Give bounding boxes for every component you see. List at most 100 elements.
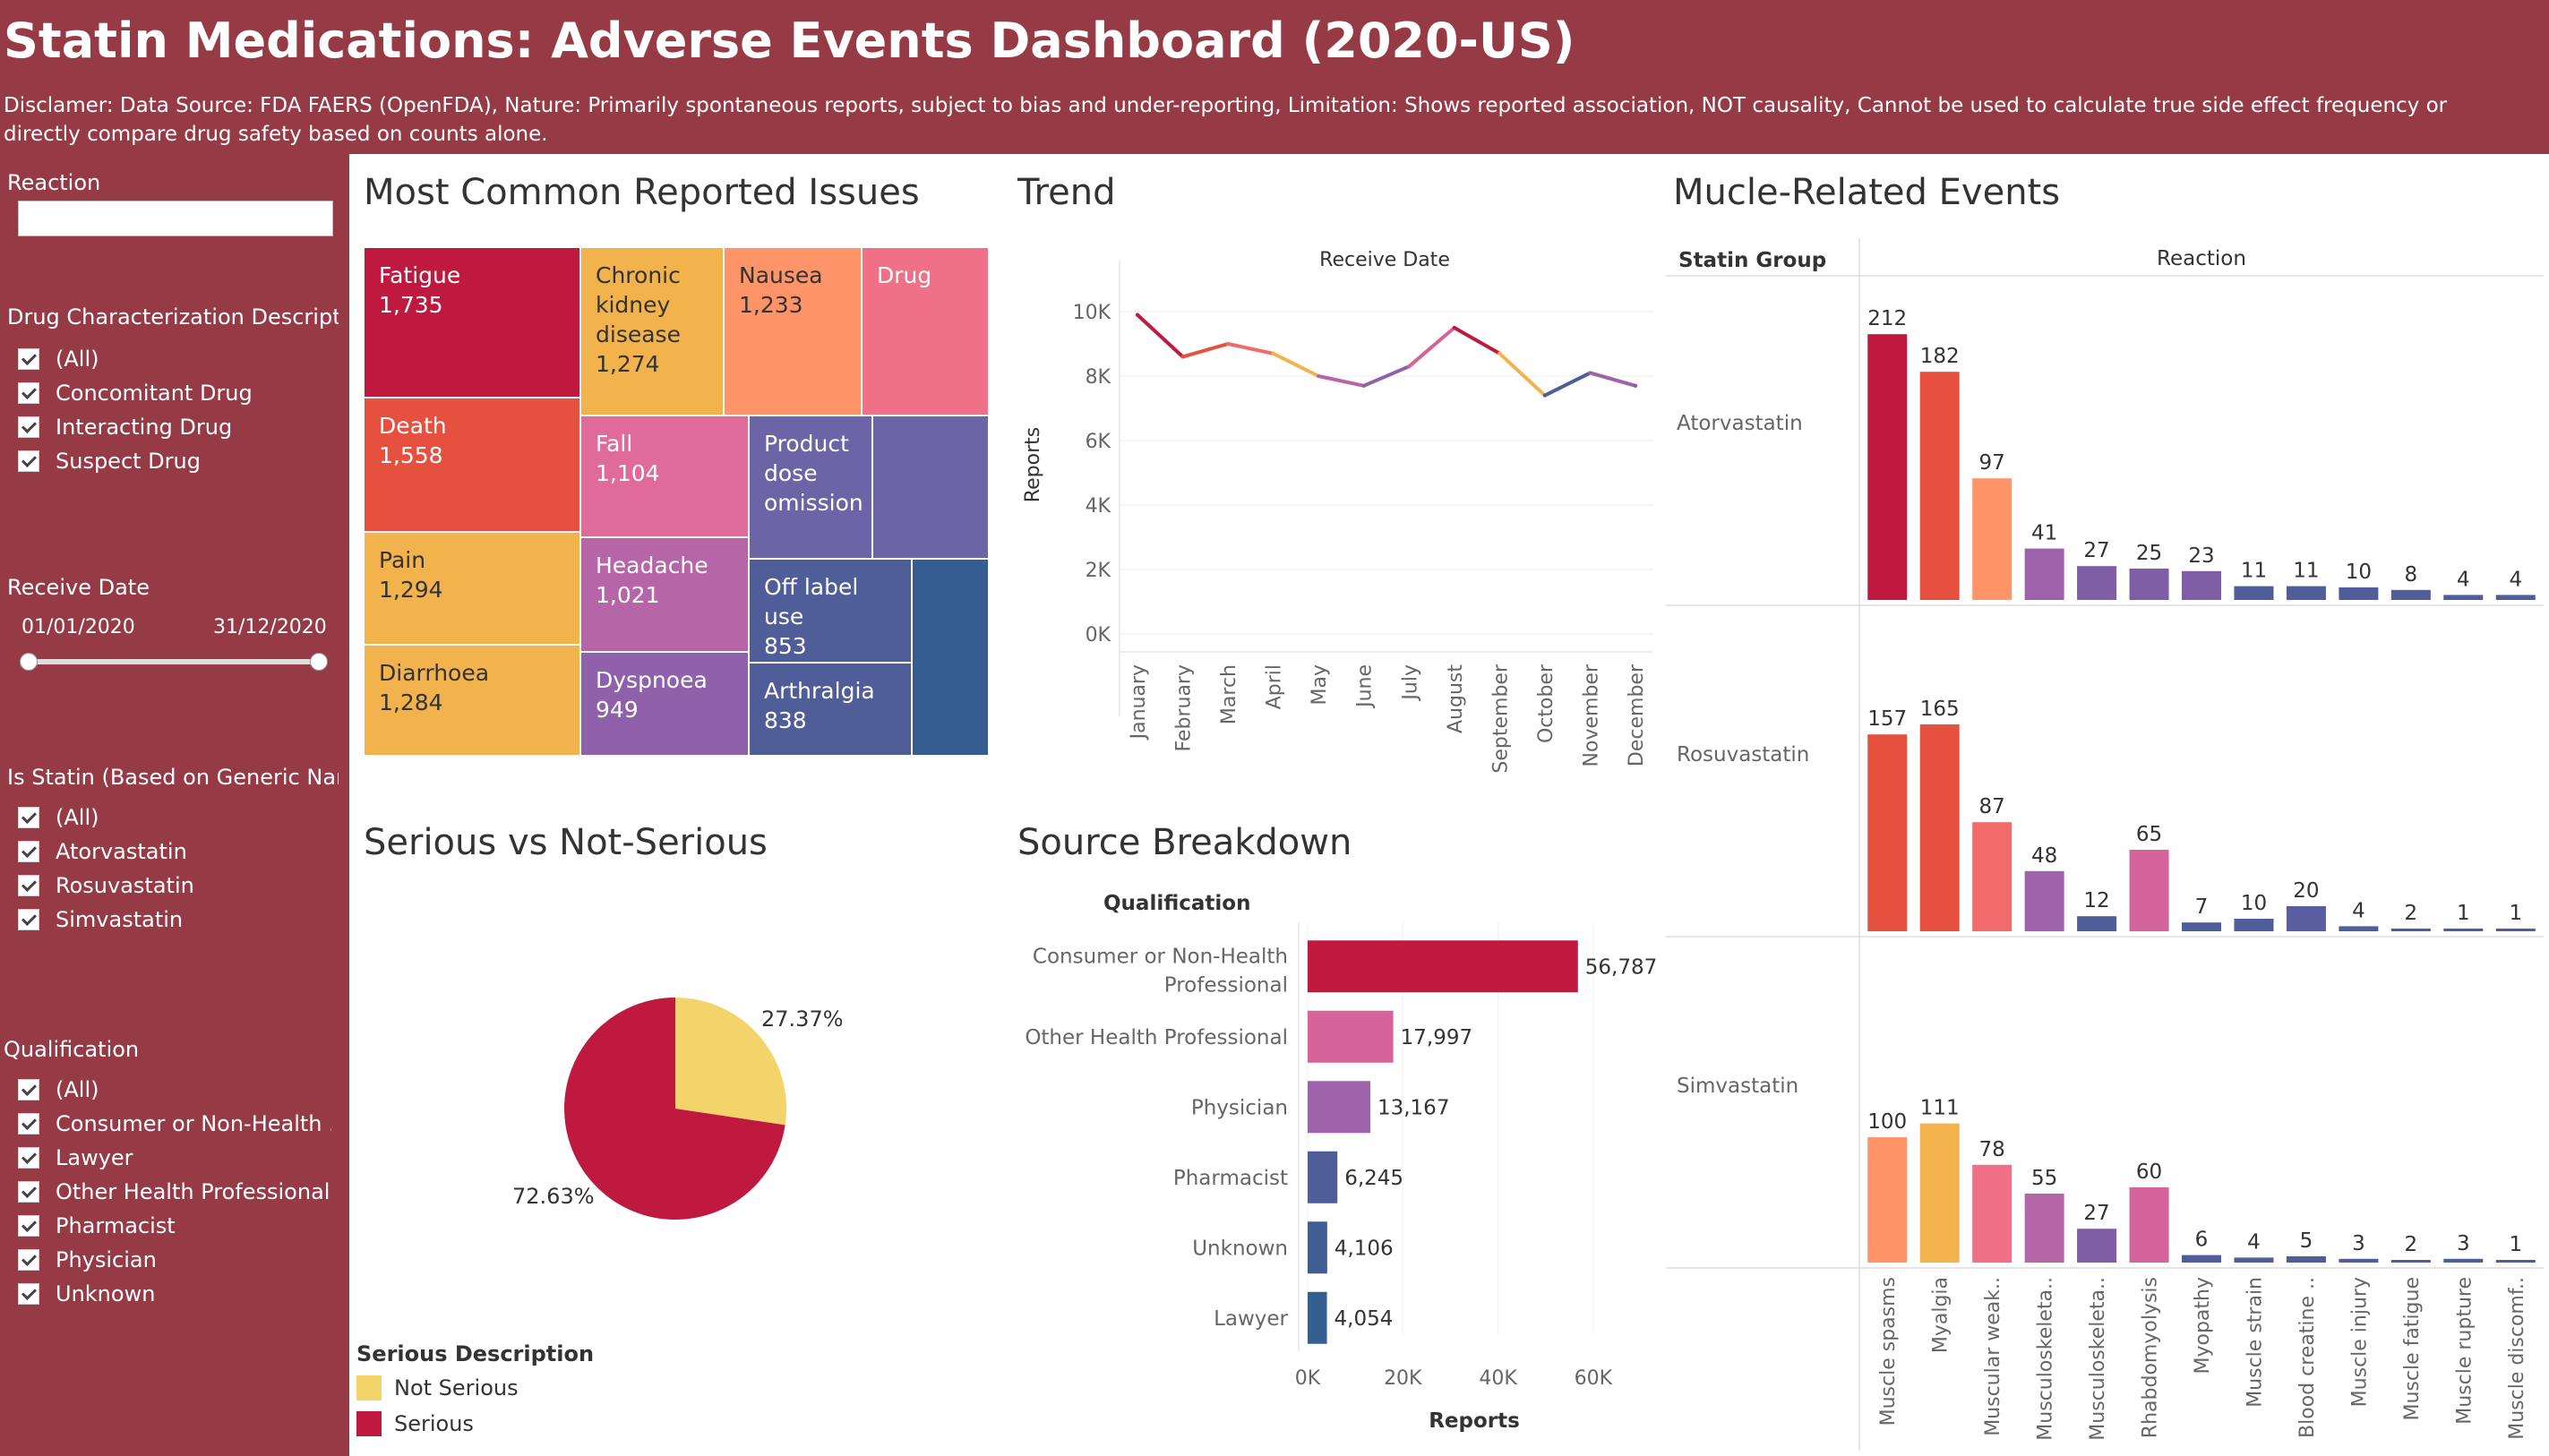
drug-char-item-all[interactable]: (All) (18, 344, 331, 374)
treemap-cell-headache[interactable]: Headache 1,021 (580, 537, 749, 652)
treemap-cell-arthralgia[interactable]: Arthralgia 838 (749, 663, 912, 756)
muscle-bar-rosuvastatin-muscle-spasms[interactable] (1867, 734, 1907, 931)
trend-point-september[interactable] (1498, 352, 1501, 355)
statin-item-simvastatin[interactable]: Simvastatin (18, 904, 331, 935)
trend-point-december[interactable] (1634, 384, 1637, 388)
muscle-bar-rosuvastatin-muscle-injury[interactable] (2339, 926, 2378, 931)
statin-checkbox[interactable] (18, 909, 39, 930)
source-bar-other-health-professional[interactable] (1308, 1011, 1394, 1063)
muscle-bar-simvastatin-muscle-injury[interactable] (2339, 1259, 2378, 1263)
muscle-bar-atorvastatin-musculoskeleta[interactable] (2077, 566, 2116, 600)
legend-item-not-serious[interactable]: Not Serious (356, 1370, 594, 1406)
trend-point-july[interactable] (1407, 364, 1411, 368)
muscle-bar-atorvastatin-muscle-strain[interactable] (2234, 587, 2273, 600)
drug-char-item-concomitant-drug[interactable]: Concomitant Drug (18, 378, 331, 408)
statin-item-rosuvastatin[interactable]: Rosuvastatin (18, 870, 331, 901)
date-slider-start-handle[interactable] (20, 653, 38, 671)
muscle-bar-atorvastatin-myopathy[interactable] (2182, 571, 2221, 600)
date-range-slider[interactable] (27, 659, 321, 664)
qualification-checkbox[interactable] (18, 1147, 39, 1169)
statin-item-all[interactable]: (All) (18, 802, 331, 833)
muscle-bar-rosuvastatin-musculoskeleta[interactable] (2077, 916, 2116, 931)
statin-checkbox[interactable] (18, 875, 39, 896)
statin-checkbox[interactable] (18, 841, 39, 862)
muscle-bar-simvastatin-muscular-weak[interactable] (1972, 1165, 2012, 1263)
qualification-item-unknown[interactable]: Unknown (18, 1279, 331, 1309)
drug-char-checkbox[interactable] (18, 416, 39, 438)
source-bar-pharmacist[interactable] (1308, 1152, 1337, 1203)
muscle-bar-simvastatin-rhabdomyolysis[interactable] (2130, 1187, 2169, 1263)
muscle-bar-rosuvastatin-musculoskeleta[interactable] (2025, 871, 2064, 931)
trend-point-march[interactable] (1226, 342, 1230, 346)
trend-point-june[interactable] (1362, 384, 1366, 388)
treemap-cell-nausea[interactable]: Nausea 1,233 (724, 247, 862, 415)
muscle-bar-rosuvastatin-muscle-rupture[interactable] (2443, 929, 2483, 931)
trend-point-january[interactable] (1136, 313, 1139, 317)
qualification-item-pharmacist[interactable]: Pharmacist (18, 1211, 331, 1241)
muscle-bar-rosuvastatin-myalgia[interactable] (1920, 724, 1960, 931)
treemap-cell-diarrhoea[interactable]: Diarrhoea 1,284 (364, 645, 580, 756)
date-slider-end-handle[interactable] (310, 653, 328, 671)
qualification-item-other-health-professional[interactable]: Other Health Professional (18, 1177, 331, 1207)
muscle-bar-atorvastatin-blood-creatine[interactable] (2287, 587, 2326, 600)
statin-checkbox[interactable] (18, 807, 39, 828)
muscle-bar-atorvastatin-myalgia[interactable] (1920, 372, 1960, 600)
qualification-checkbox[interactable] (18, 1079, 39, 1101)
muscle-bar-atorvastatin-muscle-injury[interactable] (2339, 587, 2378, 600)
muscle-bar-simvastatin-muscle-strain[interactable] (2234, 1257, 2273, 1263)
source-bar-lawyer[interactable] (1308, 1292, 1327, 1344)
muscle-bar-simvastatin-myopathy[interactable] (2182, 1255, 2221, 1263)
source-bar-unknown[interactable] (1308, 1221, 1327, 1273)
treemap-cell-chronic-kidney-disease[interactable]: Chronic kidney disease 1,274 (580, 247, 724, 415)
trend-point-february[interactable] (1181, 355, 1185, 358)
muscle-bar-atorvastatin-musculoskeleta[interactable] (2025, 549, 2064, 600)
muscle-bar-atorvastatin-muscle-discomf[interactable] (2496, 595, 2536, 600)
treemap-cell-dyspnoea[interactable]: Dyspnoea 949 (580, 652, 749, 756)
muscle-bar-rosuvastatin-blood-creatine[interactable] (2287, 906, 2326, 931)
muscle-bar-atorvastatin-rhabdomyolysis[interactable] (2130, 569, 2169, 600)
drug-char-checkbox[interactable] (18, 348, 39, 370)
qualification-item-lawyer[interactable]: Lawyer (18, 1143, 331, 1173)
muscle-bar-simvastatin-muscle-spasms[interactable] (1867, 1137, 1907, 1263)
muscle-bar-simvastatin-myalgia[interactable] (1920, 1124, 1960, 1263)
treemap-cell-unlabeled-7[interactable] (872, 415, 989, 559)
muscle-bar-rosuvastatin-rhabdomyolysis[interactable] (2130, 850, 2169, 931)
muscle-bar-simvastatin-musculoskeleta[interactable] (2077, 1229, 2116, 1263)
treemap-cell-drug[interactable]: Drug (862, 247, 989, 415)
muscle-bar-atorvastatin-muscle-rupture[interactable] (2443, 595, 2483, 600)
muscle-bar-simvastatin-musculoskeleta[interactable] (2025, 1194, 2064, 1263)
drug-char-checkbox[interactable] (18, 450, 39, 472)
muscle-bar-atorvastatin-muscle-fatigue[interactable] (2391, 590, 2431, 600)
source-bar-consumer-or-non-health-professional[interactable] (1308, 940, 1578, 992)
trend-point-november[interactable] (1588, 371, 1592, 374)
treemap-cell-unlabeled-11[interactable] (912, 559, 989, 756)
legend-item-serious[interactable]: Serious (356, 1406, 594, 1442)
muscle-bar-simvastatin-muscle-discomf[interactable] (2496, 1260, 2536, 1263)
trend-point-august[interactable] (1453, 326, 1456, 330)
qualification-checkbox[interactable] (18, 1249, 39, 1271)
qualification-item-consumer-or-non-health[interactable]: Consumer or Non-Health ... (18, 1109, 331, 1139)
drug-char-item-suspect-drug[interactable]: Suspect Drug (18, 446, 331, 476)
qualification-checkbox[interactable] (18, 1283, 39, 1305)
muscle-bar-simvastatin-blood-creatine[interactable] (2287, 1256, 2326, 1263)
muscle-bar-atorvastatin-muscular-weak[interactable] (1972, 478, 2012, 600)
muscle-bar-atorvastatin-muscle-spasms[interactable] (1867, 334, 1907, 600)
muscle-bar-simvastatin-muscle-fatigue[interactable] (2391, 1260, 2431, 1263)
muscle-bar-simvastatin-muscle-rupture[interactable] (2443, 1259, 2483, 1263)
trend-point-may[interactable] (1317, 374, 1320, 378)
muscle-bar-rosuvastatin-muscle-strain[interactable] (2234, 919, 2273, 931)
source-bar-physician[interactable] (1308, 1081, 1370, 1133)
treemap-cell-pain[interactable]: Pain 1,294 (364, 532, 580, 645)
qualification-checkbox[interactable] (18, 1113, 39, 1135)
muscle-bar-rosuvastatin-myopathy[interactable] (2182, 922, 2221, 931)
muscle-bar-rosuvastatin-muscular-weak[interactable] (1972, 822, 2012, 931)
drug-char-item-interacting-drug[interactable]: Interacting Drug (18, 412, 331, 442)
muscle-bar-rosuvastatin-muscle-discomf[interactable] (2496, 929, 2536, 931)
treemap-cell-fall[interactable]: Fall 1,104 (580, 415, 749, 537)
muscle-bar-rosuvastatin-muscle-fatigue[interactable] (2391, 929, 2431, 931)
drug-char-checkbox[interactable] (18, 382, 39, 404)
qualification-item-all[interactable]: (All) (18, 1075, 331, 1105)
treemap-cell-off-label-use[interactable]: Off label use 853 (749, 559, 912, 663)
treemap-cell-death[interactable]: Death 1,558 (364, 398, 580, 532)
treemap-cell-fatigue[interactable]: Fatigue 1,735 (364, 247, 580, 398)
